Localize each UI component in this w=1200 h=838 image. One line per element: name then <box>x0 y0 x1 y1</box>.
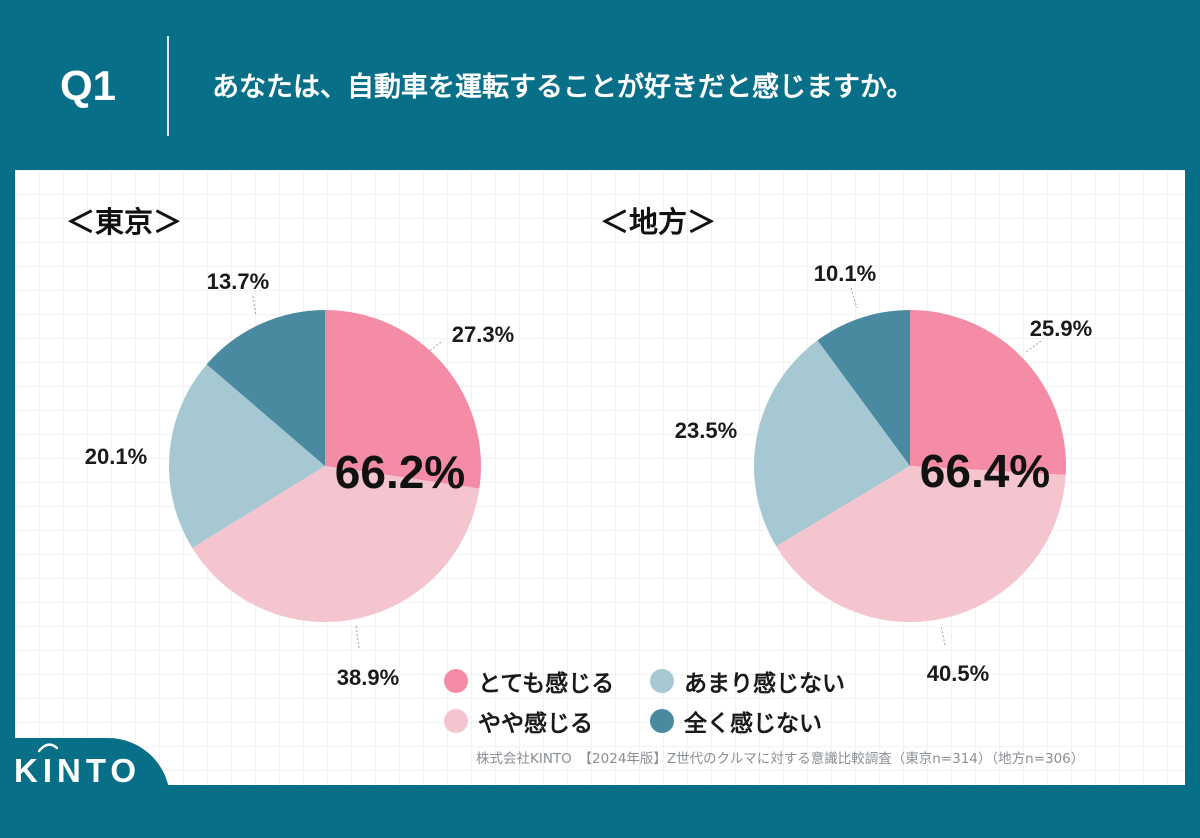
slice-not-much <box>754 340 910 547</box>
source-note: 株式会社KINTO 【2024年版】Z世代のクルマに対する意識比較調査（東京n=… <box>476 751 1085 767</box>
legend-label-strong-agree: とても感じる <box>478 671 615 697</box>
legend-item-not-much: あまり感じない <box>650 664 845 698</box>
legend-item-not-at-all: 全く感じない <box>650 704 822 738</box>
slice-not-at-all <box>206 310 325 466</box>
question-header: Q1 あなたは、自動車を運転することが好きだと感じますか。 <box>0 0 1200 170</box>
slice-somewhat-agree <box>776 466 1066 622</box>
center-total-label: 66.2% <box>335 446 465 498</box>
leader-line <box>427 341 442 353</box>
legend-item-strong-agree: とても感じる <box>444 664 614 698</box>
legend-label-not-much: あまり感じない <box>684 671 845 697</box>
value-label-somewhat-agree: 38.9% <box>337 665 399 690</box>
pie-chart-tokyo: 27.3% 38.9% 20.1% 13.7% 66.2% ＜東京＞ <box>66 205 514 690</box>
leader-line <box>940 625 946 646</box>
leader-line <box>1025 340 1042 353</box>
legend-label-not-at-all: 全く感じない <box>684 711 822 737</box>
footer-band <box>0 785 1200 800</box>
header-divider <box>167 36 169 136</box>
legend-swatch-not-at-all <box>650 709 674 733</box>
value-label-somewhat-agree: 40.5% <box>927 661 989 686</box>
leader-line <box>252 295 257 317</box>
chart-title: ＜地方＞ <box>600 205 716 239</box>
legend-swatch-strong-agree <box>444 669 468 693</box>
center-total-label: 66.4% <box>920 445 1050 497</box>
pie-charts: 27.3%38.9%20.1%13.7%66.2%＜東京＞25.9%40.5%2… <box>66 205 1092 690</box>
logo-swoosh-icon <box>38 743 58 753</box>
question-number: Q1 <box>60 62 117 109</box>
slice-strong-agree <box>325 310 481 489</box>
slice-not-at-all <box>817 310 910 466</box>
value-label-strong-agree: 25.9% <box>1030 316 1092 341</box>
value-label-strong-agree: 27.3% <box>452 322 514 347</box>
chart-title: ＜東京＞ <box>66 205 182 239</box>
legend-swatch-somewhat-agree <box>444 709 468 733</box>
legend: とても感じる あまり感じない やや感じる 全く感じない <box>444 664 884 744</box>
leader-line <box>850 287 858 309</box>
legend-swatch-not-much <box>650 669 674 693</box>
kinto-logo: KINTO <box>14 752 142 789</box>
value-label-not-much: 23.5% <box>675 418 737 443</box>
value-label-not-at-all: 13.7% <box>207 269 269 294</box>
value-label-not-much: 20.1% <box>85 444 147 469</box>
pie-chart-regional: 25.9% 40.5% 23.5% 10.1% 66.4% ＜地方＞ <box>600 205 1092 686</box>
slice-strong-agree <box>910 310 1066 475</box>
slice-somewhat-agree <box>192 466 480 622</box>
value-label-not-at-all: 10.1% <box>814 261 876 286</box>
leader-line <box>355 625 360 649</box>
legend-item-somewhat-agree: やや感じる <box>444 704 593 738</box>
question-text: あなたは、自動車を運転することが好きだと感じますか。 <box>212 72 914 103</box>
legend-label-somewhat-agree: やや感じる <box>478 711 593 737</box>
slice-not-much <box>168 364 325 548</box>
